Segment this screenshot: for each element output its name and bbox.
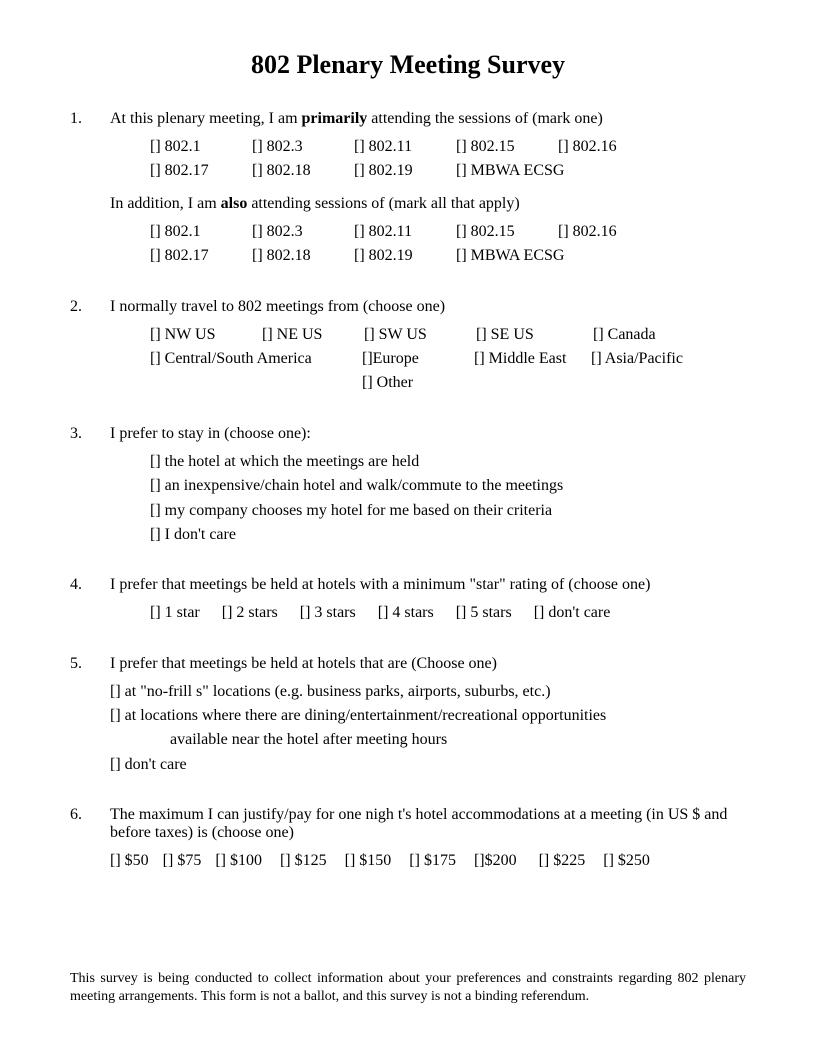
q4-opt-1star[interactable]: [] 1 star (150, 602, 200, 624)
question-6-text: The maximum I can justify/pay for one ni… (110, 806, 746, 842)
q2-opt-swus[interactable]: [] SW US (364, 324, 454, 346)
q1-opt-802-16[interactable]: [] 802.16 (558, 136, 617, 158)
q1b-opt-802-16[interactable]: [] 802.16 (558, 221, 617, 243)
q2-opt-seus[interactable]: [] SE US (476, 324, 571, 346)
q2-opt-neus[interactable]: [] NE US (262, 324, 342, 346)
q6-opt-125[interactable]: [] $125 (280, 850, 327, 872)
q2-opt-other[interactable]: [] Other (362, 372, 413, 394)
q1-opt-802-19[interactable]: [] 802.19 (354, 160, 434, 182)
q1-text-post: attending the sessions of (mark one) (367, 110, 603, 127)
q6-opt-100[interactable]: [] $100 (215, 850, 262, 872)
q5-options: [] at "no-frill s" locations (e.g. busin… (110, 681, 746, 777)
q1-subtext: In addition, I am also attending session… (110, 195, 746, 213)
q4-options: [] 1 star [] 2 stars [] 3 stars [] 4 sta… (150, 602, 746, 624)
survey-title: 802 Plenary Meeting Survey (70, 50, 746, 80)
q3-options: [] the hotel at which the meetings are h… (150, 451, 746, 547)
q1-options-also: [] 802.1 [] 802.3 [] 802.11 [] 802.15 []… (150, 221, 746, 268)
q1b-opt-802-1[interactable]: [] 802.1 (150, 221, 230, 243)
q4-opt-4star[interactable]: [] 4 stars (378, 602, 434, 624)
q6-opt-50[interactable]: [] $50 (110, 850, 149, 872)
q2-opt-canada[interactable]: [] Canada (593, 324, 656, 346)
q3-opt-0[interactable]: [] the hotel at which the meetings are h… (150, 451, 746, 473)
q1-sub-post: attending sessions of (mark all that app… (247, 195, 519, 212)
q1-text-pre: At this plenary meeting, I am (110, 110, 302, 127)
q2-opt-europe[interactable]: []Europe (362, 348, 452, 370)
q6-opt-200[interactable]: []$200 (474, 850, 517, 872)
q2-opt-nwus[interactable]: [] NW US (150, 324, 240, 346)
question-4-text: I prefer that meetings be held at hotels… (110, 576, 746, 594)
q1b-opt-802-17[interactable]: [] 802.17 (150, 245, 230, 267)
question-3: 3. I prefer to stay in (choose one): [] … (70, 425, 746, 559)
q2-opt-asia[interactable]: [] Asia/Pacific (591, 348, 683, 370)
question-4-number: 4. (70, 576, 110, 636)
question-4: 4. I prefer that meetings be held at hot… (70, 576, 746, 636)
q1-opt-802-15[interactable]: [] 802.15 (456, 136, 536, 158)
q1b-opt-802-15[interactable]: [] 802.15 (456, 221, 536, 243)
q4-opt-3star[interactable]: [] 3 stars (300, 602, 356, 624)
q1b-opt-mbwa[interactable]: [] MBWA ECSG (456, 245, 564, 267)
q3-opt-2[interactable]: [] my company chooses my hotel for me ba… (150, 500, 746, 522)
q3-opt-1[interactable]: [] an inexpensive/chain hotel and walk/c… (150, 475, 746, 497)
question-5: 5. I prefer that meetings be held at hot… (70, 655, 746, 789)
question-2: 2. I normally travel to 802 meetings fro… (70, 298, 746, 407)
q1-options-primary: [] 802.1 [] 802.3 [] 802.11 [] 802.15 []… (150, 136, 746, 183)
question-5-text: I prefer that meetings be held at hotels… (110, 655, 746, 673)
q6-opt-150[interactable]: [] $150 (345, 850, 392, 872)
q4-opt-5star[interactable]: [] 5 stars (456, 602, 512, 624)
q6-opt-75[interactable]: [] $75 (163, 850, 202, 872)
q1b-opt-802-19[interactable]: [] 802.19 (354, 245, 434, 267)
q6-opt-225[interactable]: [] $225 (539, 850, 586, 872)
q1-sub-bold: also (221, 195, 248, 212)
q6-opt-175[interactable]: [] $175 (409, 850, 456, 872)
question-2-number: 2. (70, 298, 110, 407)
q1-opt-802-11[interactable]: [] 802.11 (354, 136, 434, 158)
q1-sub-pre: In addition, I am (110, 195, 221, 212)
q5-opt-1b: available near the hotel after meeting h… (170, 729, 746, 751)
q4-opt-2star[interactable]: [] 2 stars (222, 602, 278, 624)
q1-opt-802-3[interactable]: [] 802.3 (252, 136, 332, 158)
q5-opt-1[interactable]: [] at locations where there are dining/e… (110, 705, 746, 727)
survey-footer: This survey is being conducted to collec… (70, 970, 746, 1006)
q1-text-bold: primarily (302, 110, 368, 127)
question-1: 1. At this plenary meeting, I am primari… (70, 110, 746, 280)
question-2-text: I normally travel to 802 meetings from (… (110, 298, 746, 316)
q2-opt-csa[interactable]: [] Central/South America (150, 348, 340, 370)
q2-opt-mideast[interactable]: [] Middle East (474, 348, 569, 370)
question-3-number: 3. (70, 425, 110, 559)
q5-opt-0[interactable]: [] at "no-frill s" locations (e.g. busin… (110, 681, 746, 703)
question-3-text: I prefer to stay in (choose one): (110, 425, 746, 443)
q1-opt-802-17[interactable]: [] 802.17 (150, 160, 230, 182)
q4-opt-dontcare[interactable]: [] don't care (534, 602, 611, 624)
q2-options: [] NW US [] NE US [] SW US [] SE US [] C… (150, 324, 746, 395)
q6-opt-250[interactable]: [] $250 (603, 850, 650, 872)
question-6: 6. The maximum I can justify/pay for one… (70, 806, 746, 884)
q1b-opt-802-18[interactable]: [] 802.18 (252, 245, 332, 267)
q1b-opt-802-3[interactable]: [] 802.3 (252, 221, 332, 243)
q5-opt-2[interactable]: [] don't care (110, 754, 746, 776)
q1-opt-802-1[interactable]: [] 802.1 (150, 136, 230, 158)
question-1-number: 1. (70, 110, 110, 280)
q1-opt-802-18[interactable]: [] 802.18 (252, 160, 332, 182)
question-1-text: At this plenary meeting, I am primarily … (110, 110, 746, 128)
q6-options: [] $50 [] $75 [] $100 [] $125 [] $150 []… (110, 850, 746, 872)
q3-opt-3[interactable]: [] I don't care (150, 524, 746, 546)
q1-opt-mbwa[interactable]: [] MBWA ECSG (456, 160, 564, 182)
question-5-number: 5. (70, 655, 110, 789)
q1b-opt-802-11[interactable]: [] 802.11 (354, 221, 434, 243)
question-6-number: 6. (70, 806, 110, 884)
